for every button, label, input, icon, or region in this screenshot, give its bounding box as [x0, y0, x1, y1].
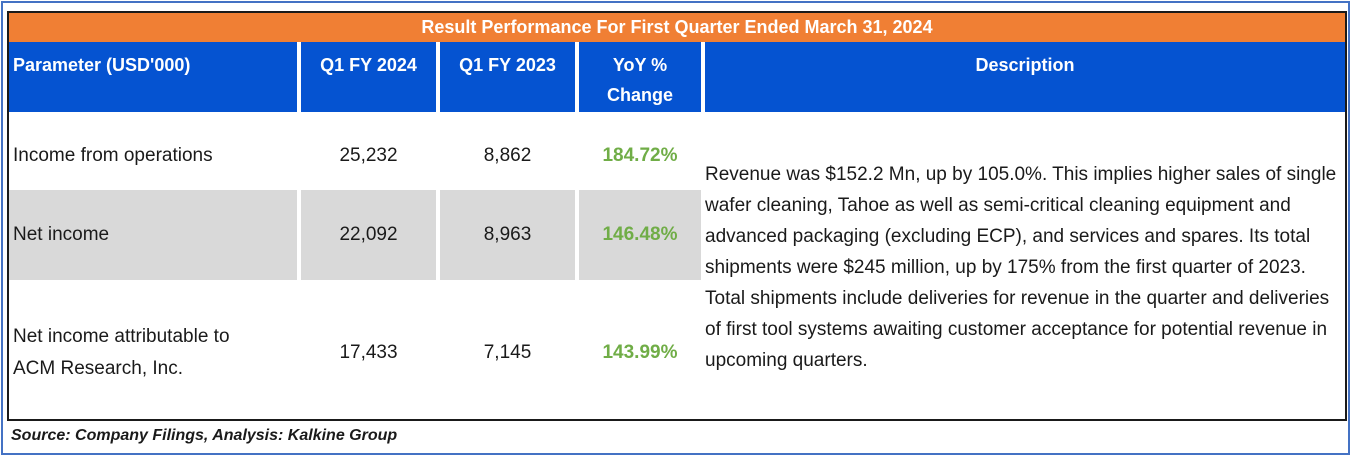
- table-row-yoy-change: 143.99%: [602, 342, 678, 363]
- header-description: Description: [705, 42, 1345, 112]
- table-row-parameter: Net income attributable to ACM Research,…: [9, 293, 297, 413]
- table-row-q1-fy2024: 25,232: [339, 145, 398, 166]
- header-parameter: Parameter (USD'000): [9, 42, 297, 112]
- table-row-q1-fy2023: 7,145: [483, 342, 532, 363]
- parameter-line1: Net income attributable to: [13, 326, 230, 347]
- table-row-q1-fy2024: 22,092: [301, 190, 436, 280]
- table-row-yoy-change: 184.72%: [602, 145, 678, 166]
- header-yoy-line2: Change: [606, 85, 673, 105]
- header-q1-fy2024: Q1 FY 2024: [301, 42, 436, 112]
- table-row-parameter: Income from operations: [13, 145, 213, 166]
- table-row-q1-fy2024: 17,433: [339, 342, 398, 363]
- table-row-q1-fy2023: 8,862: [483, 145, 532, 166]
- description-text: Revenue was $152.2 Mn, up by 105.0%. Thi…: [705, 164, 1337, 371]
- table-title: Result Performance For First Quarter End…: [9, 13, 1345, 42]
- header-yoy-change: YoY % Change: [579, 42, 701, 112]
- table-row-yoy-change: 146.48%: [579, 190, 701, 280]
- table-row-parameter: Net income: [9, 190, 297, 280]
- header-yoy-line1: YoY %: [612, 55, 668, 75]
- results-table: Result Performance For First Quarter End…: [7, 11, 1347, 421]
- header-q1-fy2023: Q1 FY 2023: [440, 42, 575, 112]
- table-row-q1-fy2023: 8,963: [440, 190, 575, 280]
- parameter-line2: ACM Research, Inc.: [13, 358, 183, 379]
- source-note: Source: Company Filings, Analysis: Kalki…: [11, 427, 398, 444]
